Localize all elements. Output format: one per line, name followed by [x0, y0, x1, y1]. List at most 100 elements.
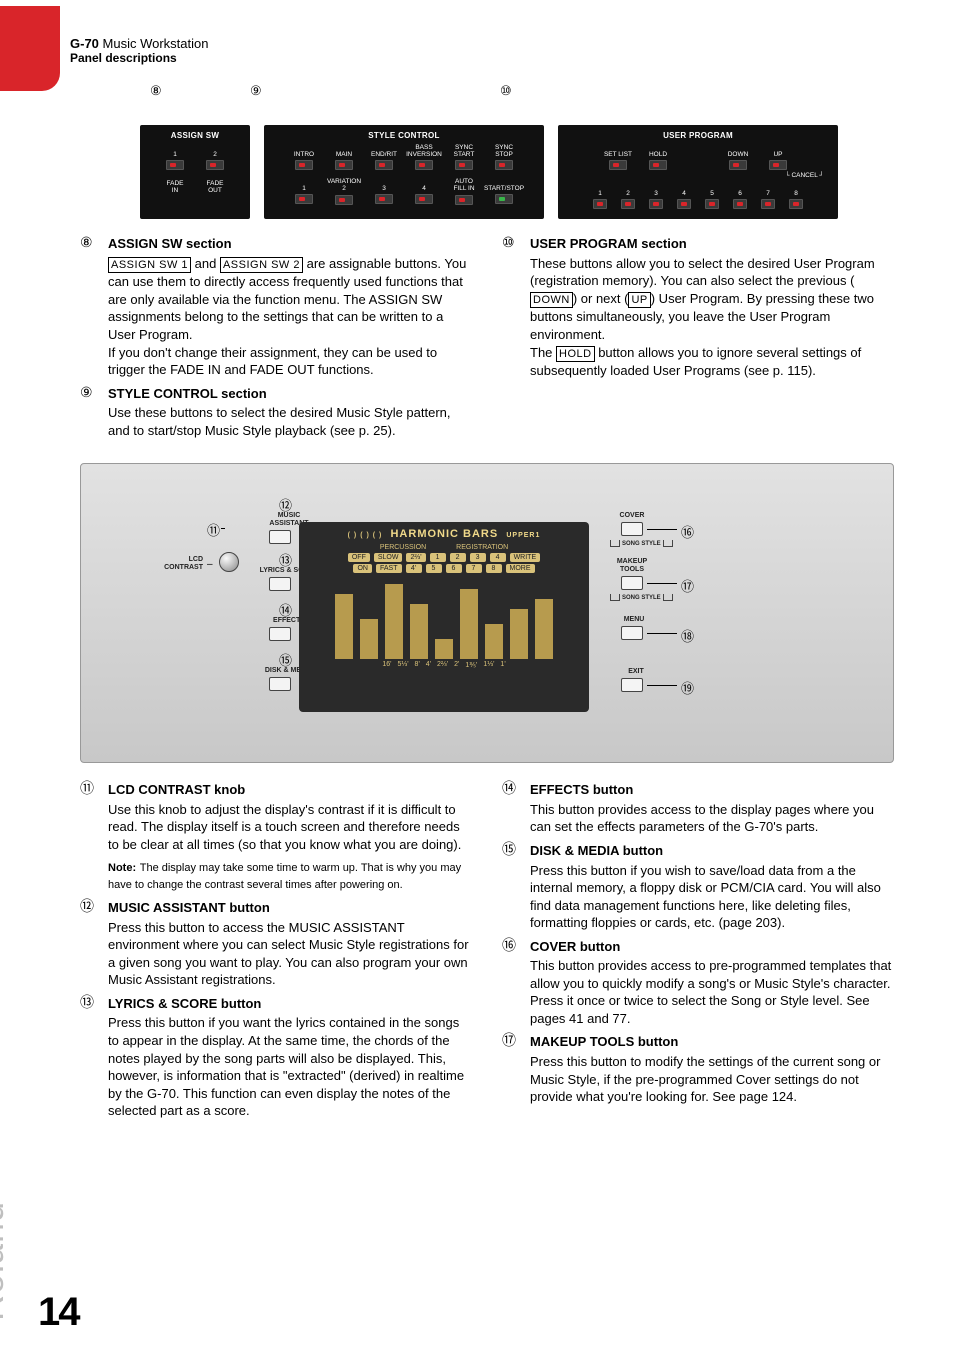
exit-button[interactable] [621, 678, 643, 692]
top-description-columns: ⑧ASSIGN SW sectionASSIGN SW 1 and ASSIGN… [80, 229, 894, 439]
lcd-chip[interactable]: SLOW [374, 553, 403, 562]
red-corner-tab [0, 6, 60, 91]
lcd-screen[interactable]: ( ) ( ) ( ) HARMONIC BARS UPPER1 PERCUSS… [299, 522, 589, 712]
lcd-foot-label: 4' [426, 661, 431, 669]
panel-button-label: DOWN [728, 144, 749, 158]
lcd-drawbar[interactable] [360, 619, 378, 659]
lcd-drawbar[interactable] [435, 639, 453, 659]
lcd-foot-label: 8' [415, 661, 420, 669]
desc-item-title: LYRICS & SCORE button [108, 995, 472, 1013]
panel-button-label: END/RIT [371, 144, 397, 158]
user-prog-button[interactable] [789, 199, 803, 209]
user-prog-button[interactable] [705, 199, 719, 209]
lcd-chip[interactable]: OFF [348, 553, 370, 562]
user-prog-button[interactable] [649, 199, 663, 209]
panel-button[interactable] [729, 160, 747, 170]
page-header: G-70 Music Workstation Panel description… [80, 36, 894, 65]
user-prog-button[interactable] [761, 199, 775, 209]
desc-item-number: ⑯ [502, 938, 522, 1028]
desc-item-number: ⑮ [502, 842, 522, 932]
panel-button[interactable] [415, 160, 433, 170]
lcd-chip[interactable]: 1 [430, 553, 446, 562]
lcd-chip[interactable]: ON [353, 564, 372, 573]
makeup-song-style: SONG STYLE [610, 594, 673, 601]
lcd-drawbar[interactable] [485, 624, 503, 659]
style-control-panel: STYLE CONTROL INTROMAINEND/RITBASS INVER… [264, 125, 544, 219]
lcd-chip[interactable]: 4 [490, 553, 506, 562]
lcd-chip[interactable]: 5 [426, 564, 442, 573]
panel-button-label: 1 [302, 178, 306, 192]
lcd-contrast-label: LCD CONTRAST [159, 556, 203, 571]
panel-button[interactable] [415, 194, 433, 204]
panel-button[interactable] [495, 160, 513, 170]
lcd-chip[interactable]: FAST [376, 564, 402, 573]
menu-button[interactable] [621, 626, 643, 640]
lcd-chip[interactable]: 4' [406, 564, 422, 573]
lcd-chip[interactable]: 2⅔' [406, 553, 425, 562]
lcd-drawbar[interactable] [535, 599, 553, 659]
lcd-foot-label: 1⅓' [483, 661, 494, 669]
lcd-chip[interactable]: 2 [450, 553, 466, 562]
user-prog-button[interactable] [593, 199, 607, 209]
effects-button[interactable] [269, 627, 291, 641]
callout-18: ⑱ [681, 626, 694, 645]
menu-label: MENU [609, 616, 659, 624]
assign-sw-panel: ASSIGN SW 1 2 FADE IN FADE OUT [140, 125, 250, 219]
panel-button[interactable] [769, 160, 787, 170]
assign-btn-2-label: 2 [213, 144, 217, 158]
assign-btn-1[interactable] [166, 160, 184, 170]
panel-button[interactable] [295, 194, 313, 204]
panel-button[interactable] [455, 195, 473, 205]
user-prog-button[interactable] [621, 199, 635, 209]
user-prog-button[interactable] [677, 199, 691, 209]
panel-callouts: ⑧ ⑨ ⑩ [150, 83, 894, 99]
lcd-drawbar[interactable] [410, 604, 428, 659]
user-prog-num: 5 [710, 183, 714, 197]
lcd-chip[interactable]: 8 [486, 564, 502, 573]
panel-button[interactable] [649, 160, 667, 170]
desc-item-title: COVER button [530, 938, 894, 956]
desc-item-title: USER PROGRAM section [530, 235, 894, 253]
lcd-drawbar[interactable] [510, 609, 528, 659]
lcd-drawbar[interactable] [460, 589, 478, 659]
panel-button-label: AUTO FILL IN [453, 178, 474, 192]
desc-item-number: ⑪ [80, 781, 100, 893]
brand-logo: Roland [0, 1201, 12, 1321]
assign-btn-2[interactable] [206, 160, 224, 170]
lcd-chip[interactable]: WRITE [510, 553, 541, 562]
makeup-tools-label: MAKEUP TOOLS [607, 558, 657, 573]
user-prog-button[interactable] [733, 199, 747, 209]
lyrics-score-button[interactable] [269, 577, 291, 591]
panel-button[interactable] [609, 160, 627, 170]
desc-item: ⑪LCD CONTRAST knobUse this knob to adjus… [80, 781, 472, 893]
panel-button[interactable] [495, 194, 513, 204]
display-panel-figure: ⑪ LCD CONTRAST – ⑫ MUSIC ASSISTANT ⑬ LYR… [80, 463, 894, 763]
panel-button[interactable] [455, 160, 473, 170]
lcd-chip[interactable]: 7 [466, 564, 482, 573]
desc-item: ⑭EFFECTS buttonThis button provides acce… [502, 781, 894, 836]
desc-item-number: ⑨ [80, 385, 100, 440]
cover-button[interactable] [621, 522, 643, 536]
exit-label: EXIT [611, 668, 661, 676]
lcd-chip[interactable]: 6 [446, 564, 462, 573]
lcd-contrast-knob[interactable] [219, 552, 239, 572]
panel-button[interactable] [335, 195, 353, 205]
panel-button[interactable] [335, 160, 353, 170]
lcd-drawbar[interactable] [335, 594, 353, 659]
desc-item: ⑰MAKEUP TOOLS buttonPress this button to… [502, 1033, 894, 1105]
panel-button[interactable] [295, 160, 313, 170]
lcd-drawbar[interactable] [385, 584, 403, 659]
lcd-chip[interactable]: MORE [506, 564, 535, 573]
fade-out-label: FADE OUT [207, 180, 224, 194]
music-assistant-button[interactable] [269, 530, 291, 544]
lcd-chip[interactable]: 3 [470, 553, 486, 562]
panel-button-label: UP [773, 144, 782, 158]
panel-button[interactable] [375, 160, 393, 170]
panel-button[interactable] [375, 194, 393, 204]
makeup-tools-button[interactable] [621, 576, 643, 590]
disk-media-button[interactable] [269, 677, 291, 691]
user-prog-num: 2 [626, 183, 630, 197]
desc-item-body: Press this button to access the MUSIC AS… [108, 919, 472, 989]
style-control-title: STYLE CONTROL [272, 131, 536, 140]
lcd-foot-label: 5⅓' [397, 661, 408, 669]
